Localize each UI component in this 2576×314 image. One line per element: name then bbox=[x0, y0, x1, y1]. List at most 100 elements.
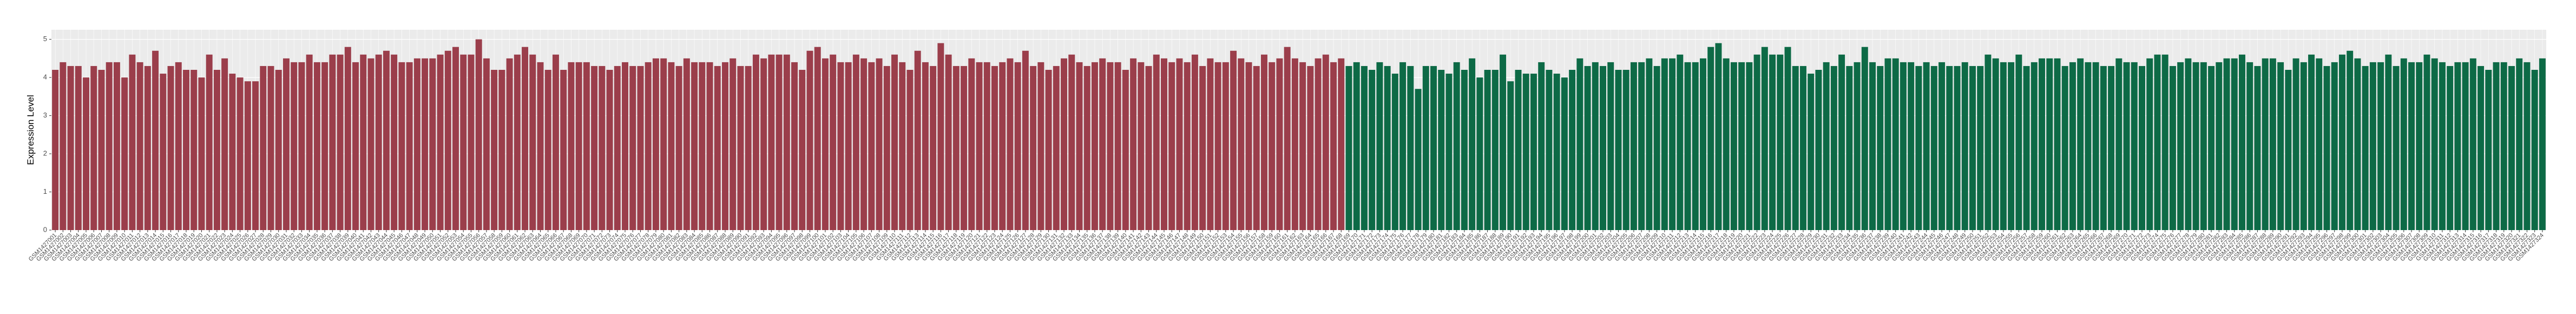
bar bbox=[298, 62, 305, 231]
bar bbox=[2000, 62, 2007, 231]
bar bbox=[952, 66, 960, 230]
bar bbox=[691, 62, 698, 231]
bar bbox=[2300, 62, 2307, 231]
bar bbox=[1823, 62, 1830, 231]
bar bbox=[2354, 58, 2361, 230]
plot-panel bbox=[51, 30, 2546, 230]
bar bbox=[437, 54, 444, 231]
bar bbox=[2115, 58, 2122, 230]
bar bbox=[1153, 54, 1160, 231]
bar bbox=[2516, 58, 2523, 230]
bar bbox=[1561, 77, 1568, 230]
bar bbox=[1438, 70, 1445, 230]
bar bbox=[1777, 54, 1784, 231]
bar bbox=[1622, 70, 1629, 230]
bar bbox=[730, 58, 737, 230]
bar bbox=[2292, 58, 2299, 230]
bar bbox=[2161, 54, 2168, 231]
bar bbox=[1799, 66, 1806, 230]
bar bbox=[991, 66, 998, 230]
bar bbox=[945, 54, 952, 231]
bar bbox=[1130, 58, 1137, 230]
bar bbox=[1107, 62, 1114, 231]
bar bbox=[1445, 74, 1453, 231]
bar bbox=[1584, 66, 1591, 230]
bar bbox=[606, 70, 613, 230]
y-axis-label: Expression Level bbox=[25, 95, 36, 165]
bar bbox=[1730, 62, 1737, 231]
bar bbox=[2015, 54, 2022, 231]
bar bbox=[2054, 58, 2061, 230]
bar bbox=[129, 54, 136, 231]
bar bbox=[1815, 70, 1822, 230]
bar bbox=[1245, 62, 1252, 231]
bar bbox=[1007, 58, 1014, 230]
bar bbox=[1230, 50, 1237, 230]
bar bbox=[1854, 62, 1861, 231]
bar bbox=[1484, 70, 1491, 230]
bar bbox=[321, 62, 328, 231]
bar bbox=[568, 62, 575, 231]
bar bbox=[198, 77, 205, 230]
bar bbox=[1322, 54, 1329, 231]
bar bbox=[1884, 58, 1891, 230]
bar bbox=[2469, 58, 2476, 230]
bar bbox=[1938, 62, 1946, 231]
bar bbox=[552, 54, 559, 231]
bar bbox=[822, 58, 829, 230]
bar bbox=[1361, 66, 1368, 230]
bar bbox=[1692, 62, 1699, 231]
bar bbox=[468, 54, 475, 231]
bar bbox=[2092, 62, 2099, 231]
bar bbox=[2108, 66, 2115, 230]
bar bbox=[737, 66, 744, 230]
bar bbox=[1338, 58, 1345, 230]
bar bbox=[922, 62, 929, 231]
bar bbox=[814, 47, 821, 230]
bar bbox=[591, 66, 598, 230]
bar bbox=[229, 74, 236, 231]
bar bbox=[583, 62, 590, 231]
bar bbox=[1191, 54, 1198, 231]
bar bbox=[906, 70, 914, 230]
bar bbox=[1830, 66, 1837, 230]
bar bbox=[637, 66, 644, 230]
bar bbox=[2231, 58, 2238, 230]
bar bbox=[1391, 74, 1398, 231]
bar bbox=[1476, 77, 1483, 230]
bar bbox=[544, 70, 551, 230]
bar bbox=[683, 58, 690, 230]
bar bbox=[791, 62, 798, 231]
bar bbox=[1184, 62, 1191, 231]
bar bbox=[2369, 62, 2376, 231]
bar bbox=[706, 62, 713, 231]
bar bbox=[976, 62, 983, 231]
bar bbox=[306, 54, 313, 231]
bar bbox=[2216, 62, 2223, 231]
bar bbox=[1961, 62, 1968, 231]
bar bbox=[1661, 58, 1668, 230]
bar bbox=[1954, 66, 1961, 230]
bar bbox=[2338, 54, 2345, 231]
bar bbox=[1592, 62, 1599, 231]
bar bbox=[2400, 58, 2407, 230]
bar bbox=[860, 58, 868, 230]
bar bbox=[2177, 62, 2184, 231]
bar bbox=[1522, 74, 1529, 231]
bar bbox=[2539, 58, 2546, 230]
bar bbox=[1369, 70, 1376, 230]
bar bbox=[1607, 62, 1614, 231]
bar bbox=[745, 66, 752, 230]
bar bbox=[2146, 58, 2153, 230]
bar bbox=[2524, 62, 2531, 231]
bar bbox=[160, 74, 167, 231]
y-tick-label: 5 bbox=[43, 35, 47, 43]
bar bbox=[98, 70, 105, 230]
bar bbox=[383, 50, 390, 230]
bar bbox=[367, 58, 374, 230]
bar bbox=[398, 62, 405, 231]
bar bbox=[783, 54, 790, 231]
bar bbox=[1553, 74, 1560, 231]
bar bbox=[1992, 58, 1999, 230]
